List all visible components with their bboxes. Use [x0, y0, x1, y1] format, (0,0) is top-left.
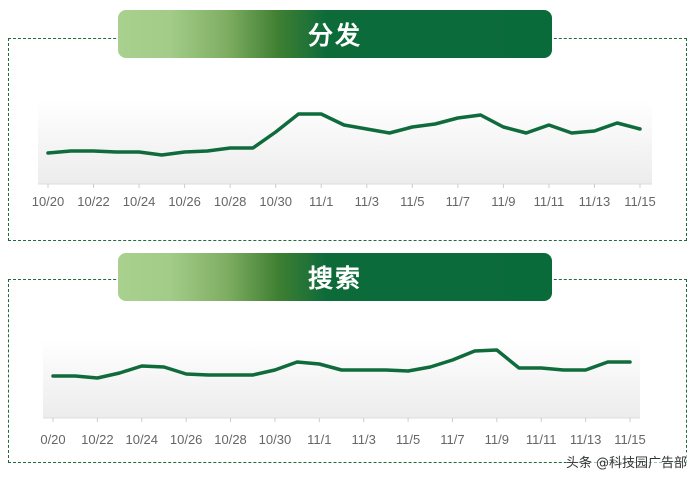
- x-tick-label: 10/24: [123, 194, 156, 209]
- x-tick-label: 11/9: [485, 432, 509, 447]
- x-tick-label: 10/30: [259, 432, 292, 447]
- x-tick-label: 11/1: [309, 194, 333, 209]
- x-tick-label: 11/3: [355, 194, 379, 209]
- x-tick-label: 10/20: [32, 194, 65, 209]
- x-tick-label: 10/30: [259, 194, 292, 209]
- x-tick-label: 10/28: [214, 432, 247, 447]
- x-tick-label: 0/20: [40, 432, 65, 447]
- x-tick-label: 10/24: [125, 432, 158, 447]
- x-tick-label: 10/28: [214, 194, 247, 209]
- plot-area-distribution: [38, 100, 652, 184]
- plot-area-search: [43, 340, 640, 418]
- x-tick-label: 11/3: [352, 432, 376, 447]
- x-tick-label: 11/5: [400, 194, 424, 209]
- x-tick-label: 11/9: [491, 194, 515, 209]
- x-tick-label: 10/22: [81, 432, 114, 447]
- x-tick-label: 11/15: [624, 194, 656, 209]
- x-tick-label: 10/22: [77, 194, 110, 209]
- chart-title-search: 搜索: [118, 253, 552, 301]
- watermark: 头条 @科技园广告部: [565, 452, 687, 471]
- x-tick-label: 11/13: [570, 432, 602, 447]
- x-tick-label: 11/1: [307, 432, 331, 447]
- x-tick-label: 11/11: [534, 194, 565, 209]
- x-tick-label: 10/26: [170, 432, 203, 447]
- x-tick-label: 11/13: [579, 194, 611, 209]
- x-tick-label: 11/7: [446, 194, 470, 209]
- x-tick-label: 11/7: [440, 432, 464, 447]
- x-tick-label: 11/15: [614, 432, 646, 447]
- chart-title-distribution: 分发: [118, 10, 552, 58]
- x-tick-label: 10/26: [168, 194, 201, 209]
- x-tick-label: 11/11: [526, 432, 557, 447]
- x-tick-label: 11/5: [396, 432, 420, 447]
